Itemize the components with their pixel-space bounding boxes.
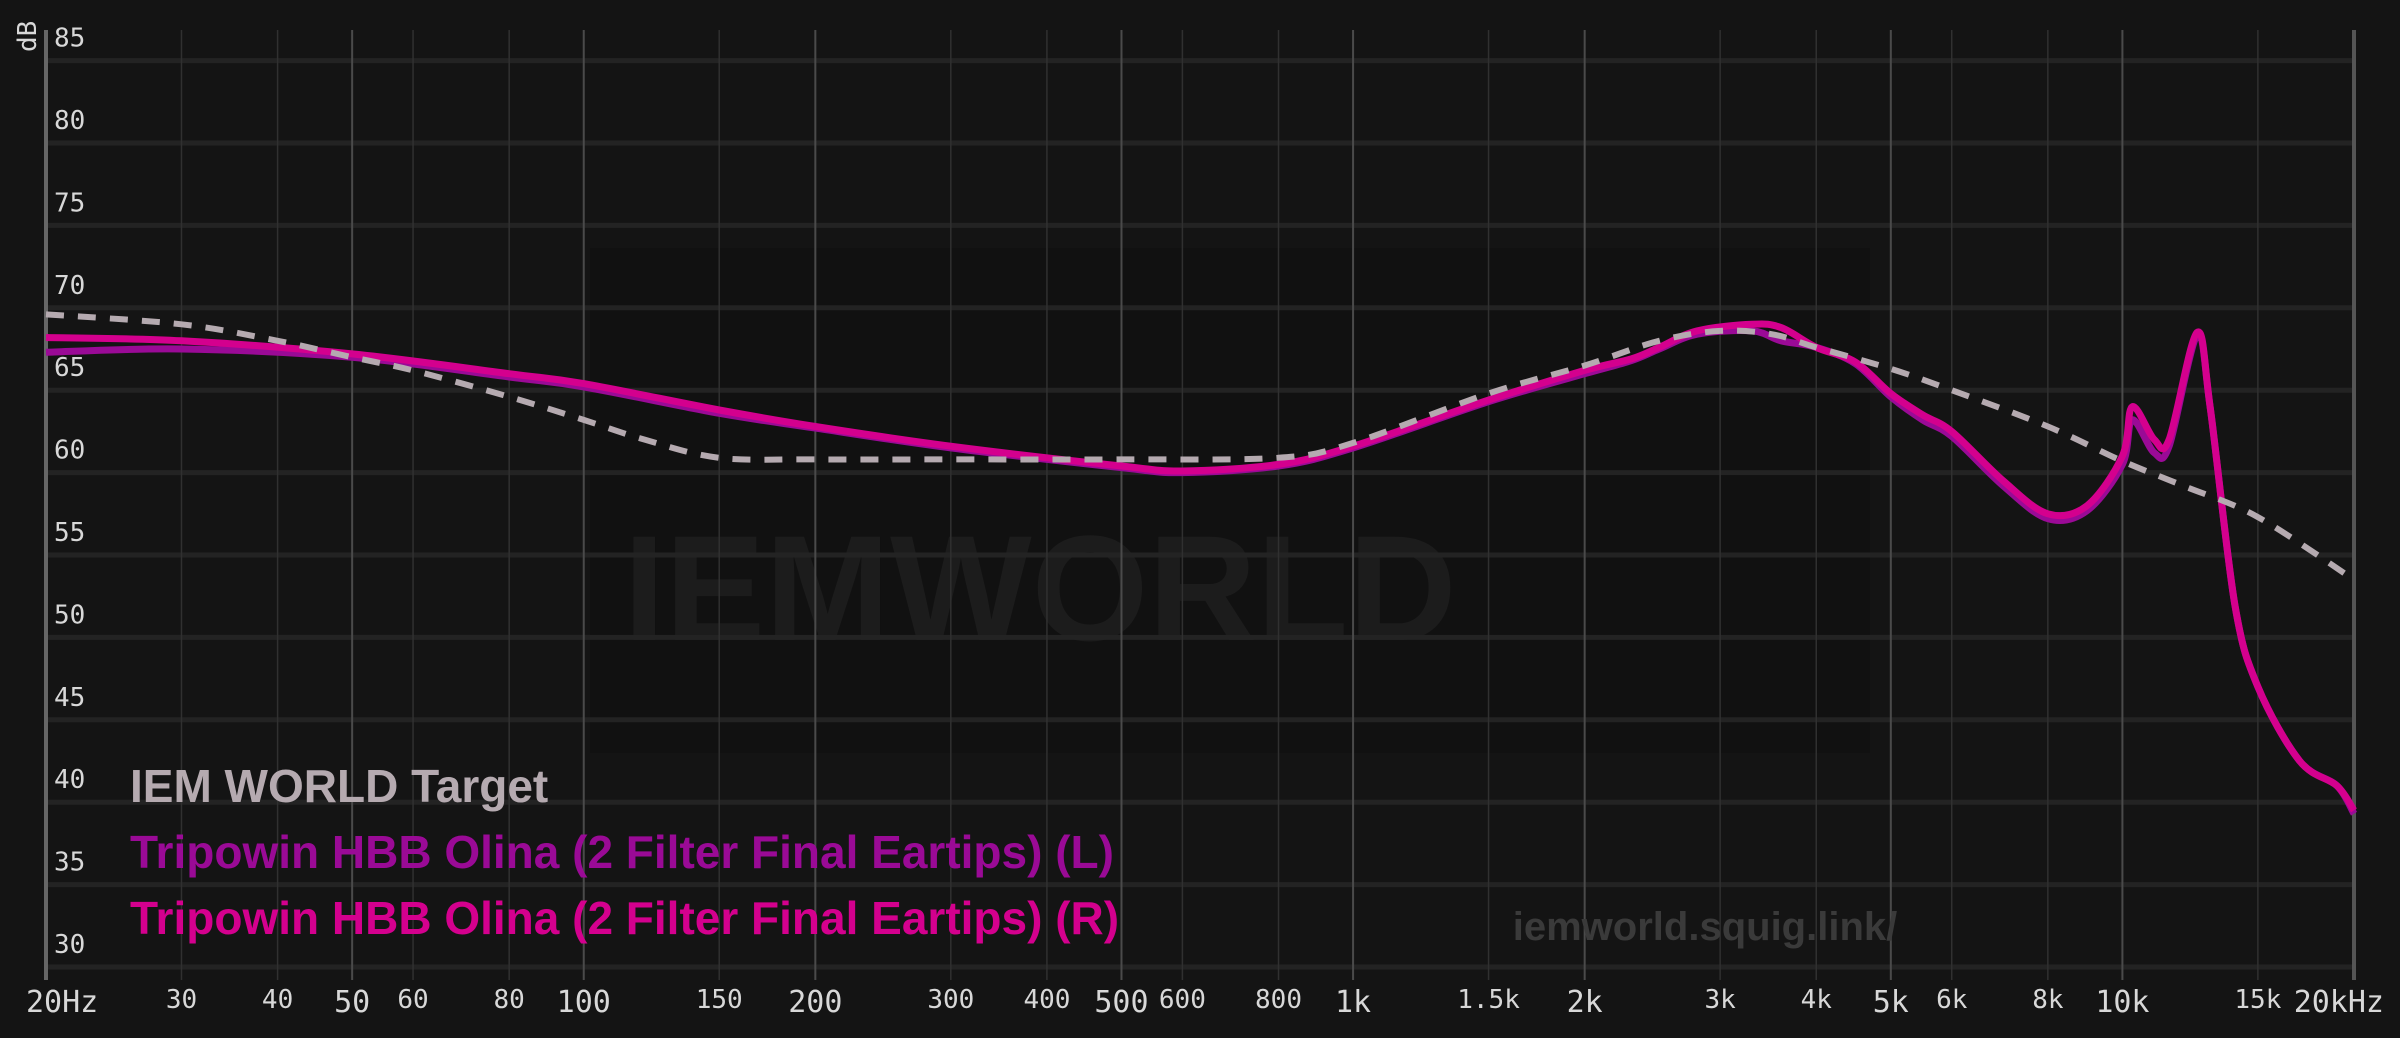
watermark-brand: IEMWORLD — [623, 504, 1456, 672]
x-tick-label: 10k — [2095, 985, 2149, 1020]
x-tick-label: 40 — [262, 985, 293, 1015]
x-tick-label: 2k — [1567, 985, 1603, 1020]
axis-ticks: 85 80 75 70 65 60 55 50 45 40 35 30 20Hz 30 40 50 60 80 10… — [26, 24, 2384, 1020]
x-tick-label: 800 — [1255, 985, 1302, 1015]
y-tick-label: 30 — [54, 930, 85, 960]
x-tick-label: 100 — [557, 985, 611, 1020]
target-curve — [45, 311, 2356, 583]
y-tick-label: 65 — [54, 353, 85, 383]
x-tick-label: 1.5k — [1457, 985, 1520, 1015]
legend: IEM WORLD Target Tripowin HBB Olina (2 Fi… — [130, 760, 1119, 944]
x-tick-label: 150 — [696, 985, 743, 1015]
x-tick-label: 500 — [1094, 985, 1148, 1020]
legend-entry[interactable]: Tripowin HBB Olina (2 Filter Final Earti… — [130, 892, 1119, 944]
y-tick-label: 70 — [54, 271, 85, 301]
x-tick-label: 20Hz — [26, 985, 98, 1020]
y-tick-label: 50 — [54, 600, 85, 630]
x-tick-label: 20kHz — [2294, 985, 2384, 1020]
y-axis-label: dB — [13, 21, 43, 52]
watermark: IEMWORLD — [590, 248, 1870, 753]
legend-entry[interactable]: IEM WORLD Target — [130, 760, 548, 812]
measurement-curve-right — [45, 320, 2357, 813]
x-tick-label: 4k — [1801, 985, 1833, 1015]
y-tick-label: 45 — [54, 683, 85, 713]
y-tick-label: 80 — [54, 106, 85, 136]
x-tick-label: 15k — [2234, 985, 2281, 1015]
legend-entry[interactable]: Tripowin HBB Olina (2 Filter Final Earti… — [130, 826, 1114, 878]
series-lines — [45, 311, 2358, 816]
x-tick-label: 300 — [927, 985, 974, 1015]
y-tick-label: 40 — [54, 765, 85, 795]
y-tick-label: 35 — [54, 848, 85, 878]
x-tick-label: 30 — [166, 985, 197, 1015]
y-tick-label: 55 — [54, 518, 85, 548]
x-tick-label: 8k — [2032, 985, 2064, 1015]
grid — [46, 30, 2354, 980]
x-tick-label: 5k — [1873, 985, 1909, 1020]
x-tick-label: 600 — [1159, 985, 1206, 1015]
y-tick-label: 75 — [54, 188, 85, 218]
x-tick-label: 60 — [397, 985, 428, 1015]
watermark-box — [590, 248, 1870, 753]
x-tick-label: 400 — [1023, 985, 1070, 1015]
x-tick-label: 80 — [494, 985, 525, 1015]
y-tick-label: 60 — [54, 436, 85, 466]
x-tick-label: 1k — [1335, 985, 1371, 1020]
x-tick-label: 6k — [1936, 985, 1968, 1015]
x-tick-label: 3k — [1704, 985, 1736, 1015]
watermark-url: iemworld.squig.link/ — [1513, 905, 1898, 949]
y-tick-label: 85 — [54, 24, 85, 54]
x-tick-label: 50 — [334, 985, 370, 1020]
x-tick-label: 200 — [788, 985, 842, 1020]
